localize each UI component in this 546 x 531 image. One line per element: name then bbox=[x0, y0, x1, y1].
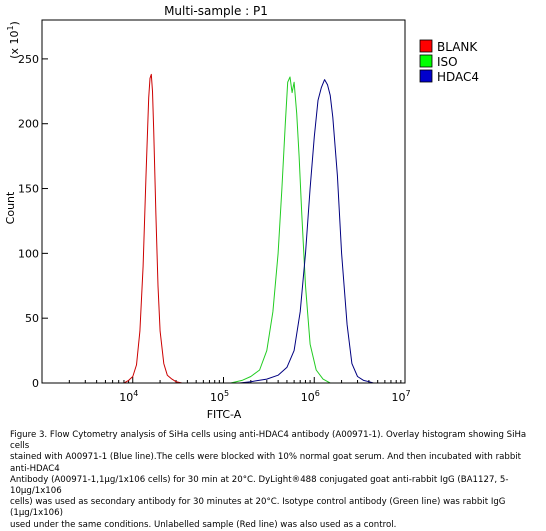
caption-line: used under the same conditions. Unlabell… bbox=[10, 519, 397, 530]
y-tick-label: 200 bbox=[18, 118, 39, 131]
caption-line: stained with A00971-1 (Blue line).The ce… bbox=[10, 452, 522, 474]
y-tick-label: 150 bbox=[18, 183, 39, 196]
legend-swatch bbox=[419, 69, 433, 83]
figure-caption: Figure 3. Flow Cytometry analysis of SiH… bbox=[10, 430, 530, 531]
y-tick-label: 0 bbox=[32, 377, 39, 390]
svg-text:(x 101): (x 101) bbox=[6, 21, 21, 59]
legend-label: ISO bbox=[437, 55, 458, 69]
x-tick-label: 105 bbox=[210, 389, 229, 404]
caption-line: cells) was used as secondary antibody fo… bbox=[10, 497, 506, 519]
caption-line: Figure 3. Flow Cytometry analysis of SiH… bbox=[10, 430, 527, 452]
y-multiplier-label: (x 101) bbox=[6, 21, 21, 59]
x-tick-label: 106 bbox=[301, 389, 320, 404]
chart-title: Multi-sample : P1 bbox=[164, 4, 268, 18]
flow-cytometry-histogram: Multi-sample : P1 (x 101) Count FITC-A 0… bbox=[4, 4, 479, 421]
x-tick-label: 104 bbox=[119, 389, 138, 404]
y-tick-label: 250 bbox=[18, 53, 39, 66]
legend-label: BLANK bbox=[437, 40, 478, 54]
x-axis-label: FITC-A bbox=[207, 408, 242, 421]
legend-swatch bbox=[419, 54, 433, 68]
legend-label: HDAC4 bbox=[437, 70, 479, 84]
legend-swatch bbox=[419, 39, 433, 53]
x-tick-label: 107 bbox=[391, 389, 410, 404]
series-line-iso bbox=[230, 76, 331, 384]
y-axis-label: Count bbox=[4, 191, 17, 224]
plot-frame bbox=[41, 19, 406, 384]
caption-line: Antibody (A00971-1,1µg/1x106 cells) for … bbox=[10, 474, 509, 497]
series-line-blank bbox=[123, 73, 183, 384]
series-line-hdac4 bbox=[239, 79, 374, 384]
y-tick-label: 100 bbox=[18, 247, 39, 260]
y-tick-label: 50 bbox=[25, 312, 39, 325]
